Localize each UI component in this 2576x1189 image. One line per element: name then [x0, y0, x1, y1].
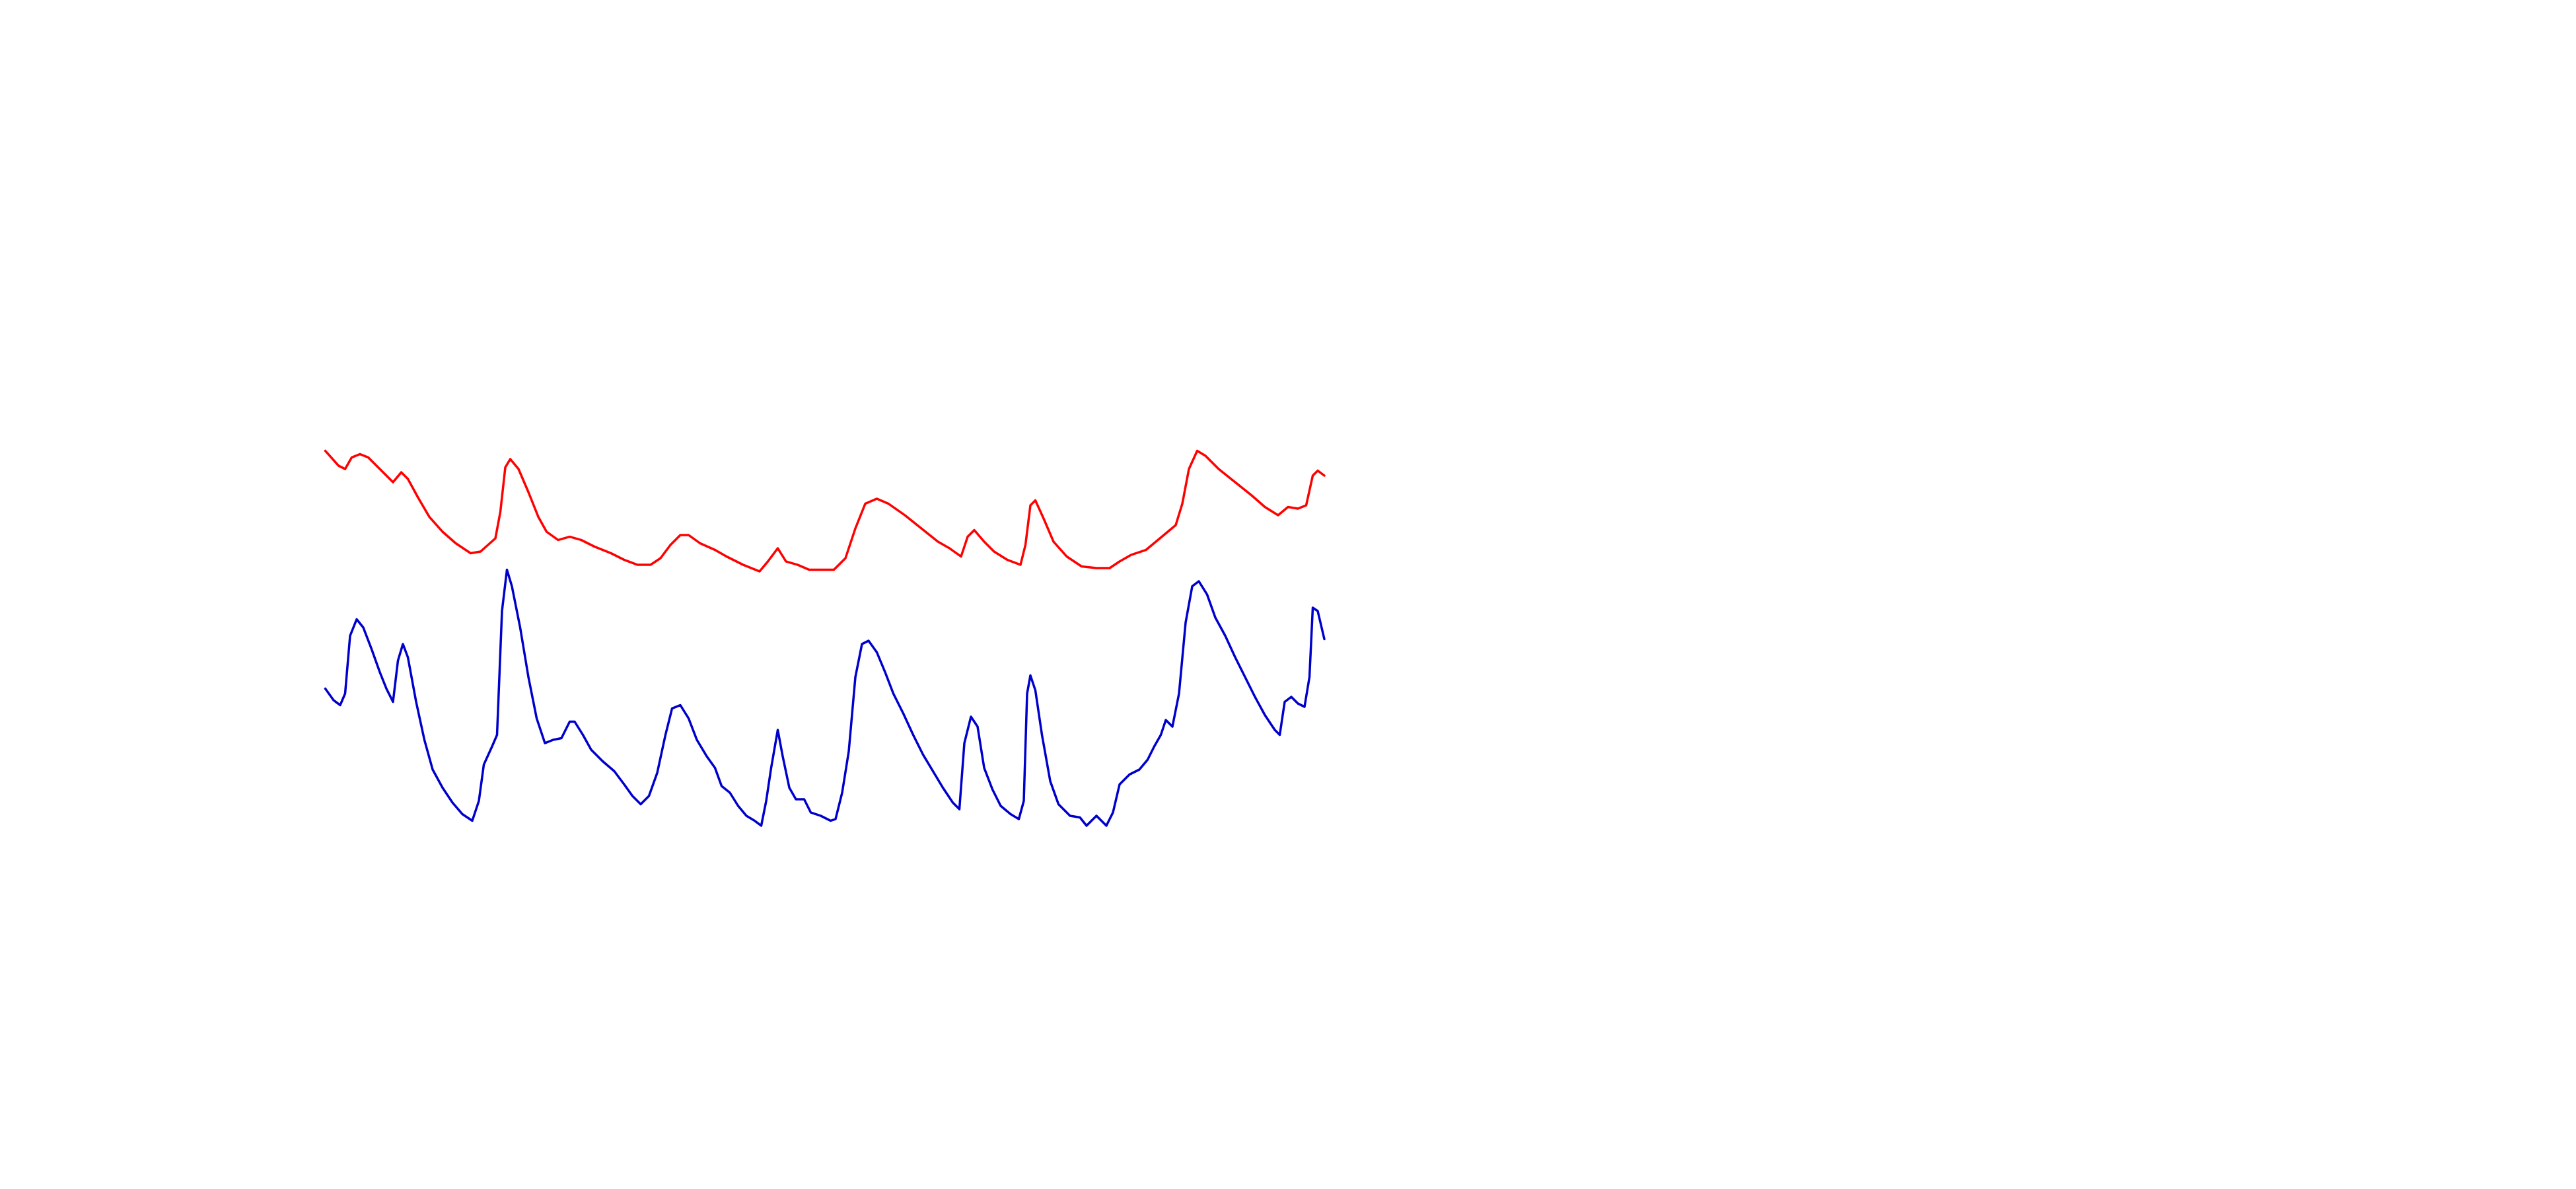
line-series: [324, 449, 1326, 573]
line-series: [324, 568, 1326, 827]
